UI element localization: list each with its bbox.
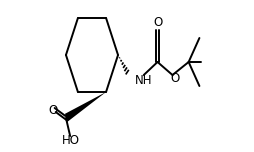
Text: O: O	[170, 73, 180, 85]
Text: HO: HO	[62, 133, 80, 147]
Polygon shape	[65, 92, 106, 122]
Text: O: O	[48, 104, 57, 116]
Text: NH: NH	[135, 74, 152, 86]
Text: O: O	[153, 16, 162, 29]
